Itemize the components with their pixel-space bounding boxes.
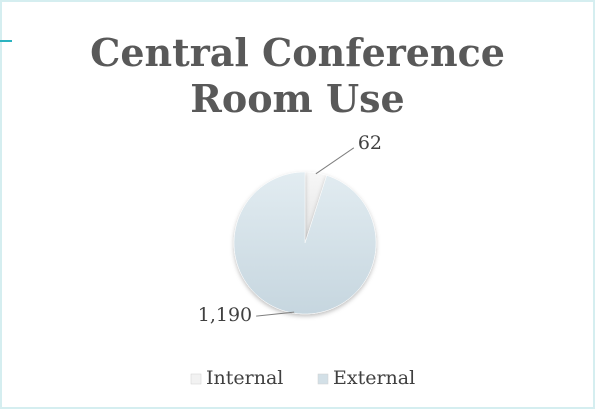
legend-swatch	[317, 373, 329, 385]
leader-line	[315, 147, 355, 175]
legend-swatch	[190, 373, 202, 385]
pie-slice	[233, 171, 377, 315]
data-label: 1,190	[198, 304, 252, 326]
data-label: 62	[358, 132, 382, 154]
chart-title: Central Conference Room Use	[90, 30, 505, 121]
leader-line	[256, 311, 295, 317]
legend-label: External	[333, 367, 415, 389]
legend-label: Internal	[206, 367, 283, 389]
